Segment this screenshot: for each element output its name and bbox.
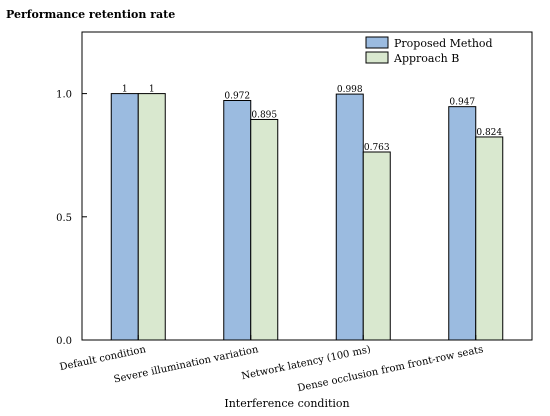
x-axis-label: Interference condition xyxy=(224,397,349,410)
legend-label-2: Approach B xyxy=(393,52,459,65)
y-tick-label: 0.0 xyxy=(56,336,72,347)
bar-series1-1 xyxy=(110,93,139,341)
bar-series2-1 xyxy=(137,93,166,341)
bar-series1-4 xyxy=(448,106,477,341)
bar-series1-3 xyxy=(335,93,364,341)
y-tick-label: 1.0 xyxy=(56,90,72,101)
bar-series1-2 xyxy=(223,99,252,341)
data-label-series2-2: 0.895 xyxy=(251,110,277,120)
data-label-series2-4: 0.824 xyxy=(476,128,502,138)
data-label-series2-3: 0.763 xyxy=(364,143,390,153)
data-label-series1-4: 0.947 xyxy=(449,98,475,108)
legend-label-1: Proposed Method xyxy=(394,37,493,50)
data-label-series1-2: 0.972 xyxy=(224,91,250,101)
y-axis: 0.0 0.5 1.0 xyxy=(56,90,87,347)
legend-swatch-2 xyxy=(365,51,389,64)
data-label-series1-3: 0.998 xyxy=(337,85,363,95)
legend: Proposed Method Approach B xyxy=(365,36,493,65)
x-tick-label: Dense occlusion from front-row seats xyxy=(297,344,485,394)
bar-series2-3 xyxy=(362,151,391,341)
bar-series2-2 xyxy=(250,118,279,341)
y-axis-label: Performance retention rate xyxy=(6,8,175,21)
plot-frame xyxy=(81,31,533,341)
legend-swatch-1 xyxy=(365,36,389,49)
y-tick-label: 0.5 xyxy=(56,213,72,224)
data-label-series1-1: 1 xyxy=(122,85,128,95)
data-label-series2-1: 1 xyxy=(149,85,155,95)
bar-series2-4 xyxy=(475,136,504,341)
x-tick-label: Default condition xyxy=(59,344,148,373)
